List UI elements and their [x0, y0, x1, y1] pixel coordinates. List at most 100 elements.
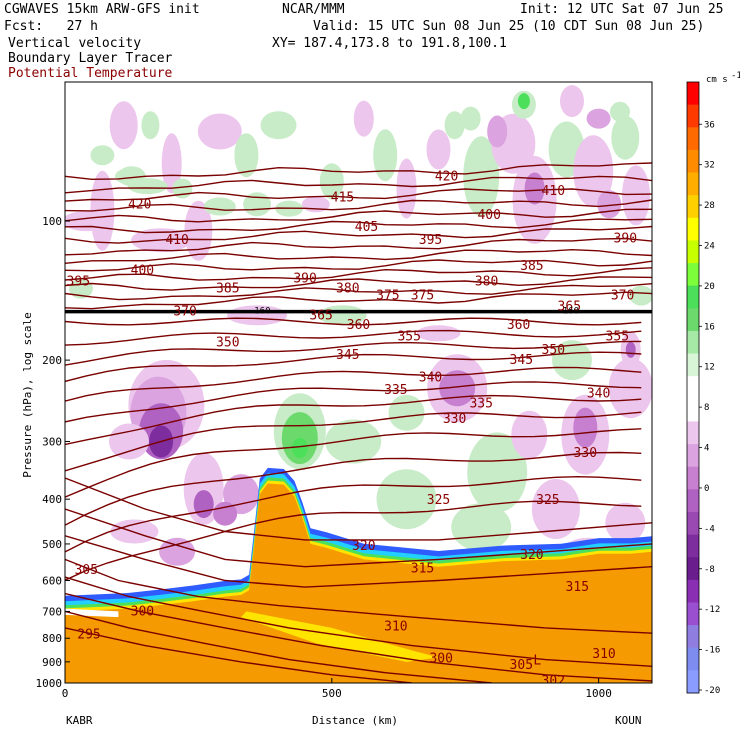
theta-label: 320 [352, 539, 375, 554]
theta-label: 350 [542, 343, 565, 358]
theta-contour [65, 218, 652, 234]
colorbar-tick-label: 20 [704, 282, 715, 292]
header-org: NCAR/MMM [282, 2, 345, 17]
theta-label: 395 [419, 233, 442, 248]
colorbar-swatch [687, 647, 699, 671]
theta-contour [65, 592, 652, 682]
colorbar-swatch [687, 511, 699, 536]
theta-label: 345 [336, 348, 359, 363]
velocity-blob [161, 133, 182, 194]
theta-contour [65, 162, 652, 181]
header-model: CGWAVES 15km ARW-GFS init [4, 2, 200, 17]
y-tick-label: 900 [42, 656, 62, 669]
colorbar-swatch [687, 217, 699, 241]
theta-contour [65, 500, 642, 581]
velocity-blob [234, 133, 259, 178]
theta-contour [65, 276, 652, 291]
y-tick-label: 600 [42, 575, 62, 588]
y-tick-label: 500 [42, 538, 62, 551]
velocity-blob [141, 111, 160, 140]
theta-contour [65, 381, 642, 423]
velocity-blob [193, 490, 214, 519]
x-tick-label: 500 [322, 687, 342, 700]
velocity-blob [463, 136, 500, 217]
theta-contour [65, 558, 652, 634]
velocity-blob [586, 108, 611, 129]
theta-label: 300 [429, 652, 452, 667]
velocity-blob [610, 101, 630, 122]
x-axis-title: Distance (km) [312, 714, 398, 727]
colorbar-tick-label: -16 [704, 646, 720, 656]
theta-label: 380 [475, 274, 498, 289]
velocity-blob [605, 502, 646, 543]
theta-contour [65, 283, 652, 301]
velocity-blob [460, 106, 481, 131]
theta-label: 302 [542, 674, 565, 689]
colorbar-swatch [687, 489, 699, 513]
velocity-blob [622, 165, 650, 226]
header-field-bl-tracer: Boundary Layer Tracer [8, 51, 173, 66]
colorbar-tick-label: 32 [704, 161, 715, 171]
theta-label: 410 [165, 233, 188, 248]
theta-label: 335 [384, 383, 407, 398]
y-axis-title: Pressure (hPa), log scale [21, 312, 34, 478]
velocity-blob [325, 419, 382, 464]
colorbar-swatch [687, 602, 699, 626]
colorbar-unit: cm s [706, 75, 728, 85]
colorbar: 36 32 28 24 20 16 12 8 4 0 -4 -8 -12 -16 -20 [686, 81, 720, 696]
x-tick-label: 1000 [585, 687, 612, 700]
colorbar-frame [686, 81, 700, 694]
colorbar-tick-label: 12 [704, 363, 715, 373]
velocity-blob [629, 285, 652, 306]
theta-label: 405 [355, 220, 378, 235]
plot-frame [64, 81, 653, 684]
x-endpoint-start: KABR [66, 714, 93, 727]
colorbar-tick-label: -20 [704, 686, 720, 696]
colorbar-tick-label: 28 [704, 201, 715, 211]
velocity-blob [426, 129, 451, 170]
theta-label: 335 [469, 396, 492, 411]
theta-label: 360 [347, 318, 370, 333]
theta-label: 370 [173, 305, 196, 320]
theta-label: 385 [520, 259, 543, 274]
velocity-blob [608, 358, 652, 419]
colorbar-swatch [687, 263, 699, 287]
velocity-blob [573, 135, 614, 208]
colorbar-tick-label: 16 [704, 322, 715, 332]
theta-label: 420 [128, 197, 151, 212]
colorbar-swatch [687, 308, 699, 332]
y-tick-label: 700 [42, 605, 62, 618]
theta-contour [65, 610, 492, 683]
theta-label: 305 [510, 658, 533, 673]
theta-contour [65, 248, 652, 264]
colorbar-swatch [687, 353, 699, 377]
bl-tracer-core [65, 483, 652, 683]
theta-contour [65, 351, 642, 383]
header-xy: XY= 187.4,173.8 to 191.8,100.1 [272, 36, 507, 51]
velocity-blob [611, 115, 640, 160]
colorbar-tick-label: -12 [704, 605, 720, 615]
theta-label: 375 [376, 289, 399, 304]
theta-label: 410 [542, 184, 565, 199]
velocity-blob [531, 479, 580, 539]
theta-label: 420 [435, 169, 458, 184]
theta-contour [65, 576, 652, 667]
theta-label: 375 [411, 289, 434, 304]
velocity-blob [396, 158, 417, 219]
theta-label: 315 [566, 580, 589, 595]
header-field-potential-temperature: Potential Temperature [8, 66, 173, 81]
x-tick-label: 0 [62, 687, 69, 700]
colorbar-swatch [687, 240, 699, 264]
colorbar-swatch [687, 82, 699, 106]
theta-contour [65, 451, 642, 526]
theta-label: 415 [331, 191, 354, 206]
velocity-blob [184, 200, 213, 261]
theta-contour [65, 508, 652, 568]
theta-label: 380 [336, 282, 359, 297]
theta-label: 330 [574, 446, 597, 461]
velocity-blob [560, 85, 584, 118]
y-tick-label: 300 [42, 436, 62, 449]
velocity-blob [110, 519, 159, 544]
header-fcst: Fcst: 27 h [4, 19, 98, 34]
